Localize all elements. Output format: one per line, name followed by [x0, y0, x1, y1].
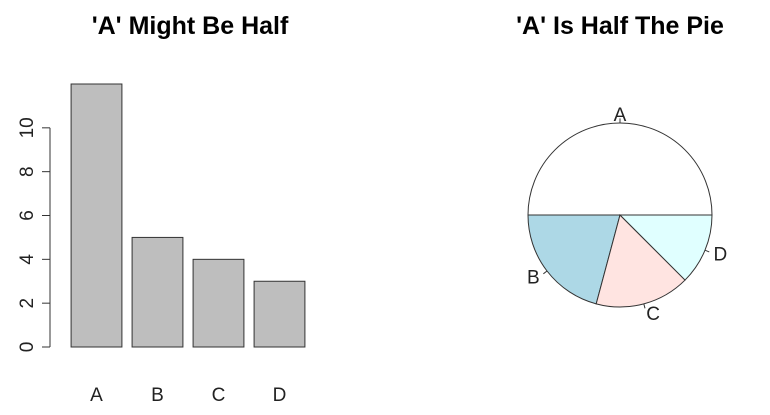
y-tick-label: 0 [17, 342, 38, 353]
pie-label: C [646, 304, 660, 325]
x-tick-label: D [273, 385, 287, 406]
y-tick-label: 2 [17, 298, 38, 309]
x-tick-label: A [90, 385, 103, 406]
pie-slice-B [527, 214, 621, 305]
pie-chart-title: 'A' Is Half The Pie [516, 12, 724, 40]
pie-chart-slices [527, 122, 713, 308]
bar-C [192, 258, 245, 348]
pie-label-tick [704, 249, 710, 253]
pie-label-tick [643, 303, 646, 309]
bar-chart-bars [70, 83, 306, 348]
x-tick-label: B [151, 385, 164, 406]
pie-label: A [614, 105, 627, 126]
pie-label: D [713, 245, 727, 266]
pie-chart-labels: A B C D [527, 105, 727, 325]
pie-label: B [527, 268, 540, 289]
pie-label-tick [543, 270, 548, 275]
x-tick-label: C [212, 385, 226, 406]
bar-chart-y-axis: 0 2 4 6 8 10 [17, 117, 51, 353]
pie-chart-panel: 'A' Is Half The Pie A B C D [516, 12, 727, 325]
pie-slice-C [595, 214, 686, 308]
bar-B [131, 236, 184, 348]
pie-slice-A [527, 122, 713, 216]
bar-chart-x-labels: A B C D [90, 385, 286, 406]
bar-chart-panel: 'A' Might Be Half 0 2 4 6 8 10 A B C D [17, 12, 306, 406]
bar-chart-title: 'A' Might Be Half [92, 12, 289, 40]
bar-D [253, 280, 306, 348]
y-tick-label: 10 [17, 117, 38, 138]
y-tick-label: 8 [17, 166, 38, 177]
bar-A [70, 83, 123, 348]
y-tick-label: 6 [17, 210, 38, 221]
y-tick-label: 4 [17, 254, 38, 265]
